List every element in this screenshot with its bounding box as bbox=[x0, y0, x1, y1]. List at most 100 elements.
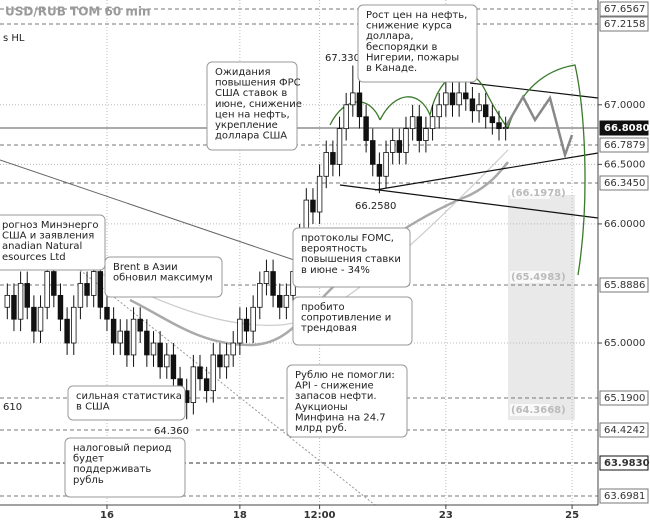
candle-body bbox=[396, 140, 403, 153]
point-label-bg bbox=[510, 187, 550, 199]
candle-body bbox=[44, 271, 50, 308]
candle-body bbox=[97, 271, 104, 308]
callout-text: API - снижение bbox=[295, 381, 374, 392]
level-label: 65.8886 bbox=[604, 280, 645, 291]
callout-text: млрд руб. bbox=[295, 423, 347, 434]
level-label-box bbox=[599, 137, 649, 153]
candles bbox=[4, 65, 509, 420]
candle-body bbox=[310, 199, 316, 213]
candle-body bbox=[376, 163, 383, 177]
point-label-bg bbox=[354, 200, 394, 212]
trend-line bbox=[374, 152, 599, 191]
point-label: (65.4983) bbox=[511, 272, 566, 283]
level-label: 63.6981 bbox=[604, 491, 645, 502]
candle-body bbox=[250, 306, 256, 332]
candle-body bbox=[456, 92, 462, 106]
callout-text: рогноз Минэнерго bbox=[2, 220, 98, 231]
callout-text: Аукционы bbox=[295, 402, 348, 413]
callout-box bbox=[357, 4, 478, 83]
right-axis-panel bbox=[598, 0, 650, 525]
moving-average bbox=[129, 161, 509, 347]
candle-body bbox=[17, 283, 24, 320]
candle-body bbox=[356, 92, 363, 118]
candle-body bbox=[223, 354, 230, 368]
candle-body bbox=[24, 283, 30, 308]
callout-text: esources Ltd bbox=[2, 252, 66, 263]
trend-line bbox=[79, 269, 376, 506]
candle-body bbox=[383, 152, 389, 177]
candle-body bbox=[237, 318, 243, 344]
candle-body bbox=[489, 116, 496, 124]
level-label: 65.1900 bbox=[604, 393, 645, 404]
callout-text: в США bbox=[76, 402, 110, 413]
callout-text: протоколы FOMC, bbox=[301, 233, 394, 244]
callout-box bbox=[64, 437, 186, 498]
level-label: 64.4242 bbox=[604, 425, 645, 436]
candle-body bbox=[217, 354, 223, 368]
callout-text: сопротивление и bbox=[301, 313, 391, 324]
callout-text: повышения ФРС bbox=[215, 78, 301, 89]
level-label-box bbox=[599, 1, 649, 17]
candle-body bbox=[4, 294, 11, 308]
level-label-box bbox=[599, 488, 649, 504]
trend-line bbox=[469, 82, 599, 99]
level-label: 66.8080 bbox=[604, 123, 650, 134]
candle-body bbox=[283, 294, 290, 308]
level-label-box bbox=[599, 120, 649, 136]
callout-box bbox=[206, 61, 298, 151]
candle-body bbox=[31, 306, 37, 332]
candle-body bbox=[403, 128, 409, 153]
candle-body bbox=[316, 175, 323, 213]
trend-line bbox=[339, 184, 599, 219]
candle-body bbox=[117, 330, 123, 344]
callout-box bbox=[0, 214, 106, 271]
level-label-box bbox=[599, 277, 649, 293]
candle-body bbox=[330, 152, 336, 165]
callout-text: рубль bbox=[73, 475, 104, 486]
point-label: (66.1978) bbox=[511, 188, 566, 199]
callout-box bbox=[67, 385, 186, 421]
level-label: 66.3450 bbox=[604, 178, 645, 189]
candle-body bbox=[496, 122, 502, 130]
candle-body bbox=[443, 92, 449, 106]
callout-text: Рост цен на нефть, bbox=[366, 10, 467, 21]
candle-body bbox=[90, 271, 97, 296]
candle-body bbox=[350, 92, 356, 106]
callout-text: налоговый период bbox=[73, 443, 172, 454]
callout-box bbox=[104, 256, 223, 298]
level-label-box bbox=[599, 390, 649, 406]
candle-body bbox=[164, 354, 170, 368]
wave-arc bbox=[507, 64, 586, 276]
candle-body bbox=[197, 366, 203, 380]
callout-text: июне, снижение bbox=[215, 99, 302, 110]
level-label-box bbox=[599, 422, 649, 438]
callout-text: обновил максимум bbox=[113, 273, 213, 284]
point-label: 610 bbox=[3, 402, 22, 413]
callout-text: будет bbox=[73, 454, 104, 465]
x-tick-label: 16 bbox=[100, 510, 114, 521]
callout-text: трендовая bbox=[301, 323, 357, 334]
candle-body bbox=[64, 318, 70, 344]
candle-body bbox=[51, 271, 57, 296]
candle-body bbox=[243, 318, 250, 332]
callout-text: пробито bbox=[301, 302, 345, 313]
callout-text: Ожидания bbox=[215, 67, 270, 78]
annotations: 67.330 66.2580 64.360 610 (66.1978) (65.4983)… bbox=[0, 4, 566, 498]
callout-text: снижение курса bbox=[366, 21, 452, 32]
axes: 67.0000 66.5000 66.0000 65.0000 16 18 12:00 23 2… bbox=[100, 1, 650, 521]
candle-body bbox=[37, 306, 44, 332]
projection-path bbox=[503, 94, 574, 160]
candle-body bbox=[482, 104, 489, 118]
point-label: 64.360 bbox=[154, 426, 189, 437]
candle-body bbox=[469, 98, 476, 112]
candle-body bbox=[11, 294, 17, 320]
candle-body bbox=[429, 116, 436, 130]
candle-body bbox=[144, 330, 150, 356]
candle-body bbox=[323, 152, 329, 177]
callout-text: повышения ставки bbox=[301, 254, 401, 265]
candle-body bbox=[263, 271, 270, 284]
candle-body bbox=[336, 128, 343, 165]
point-label-bg bbox=[2, 401, 42, 413]
candle-body bbox=[436, 104, 442, 118]
point-label: 66.2580 bbox=[355, 201, 396, 212]
